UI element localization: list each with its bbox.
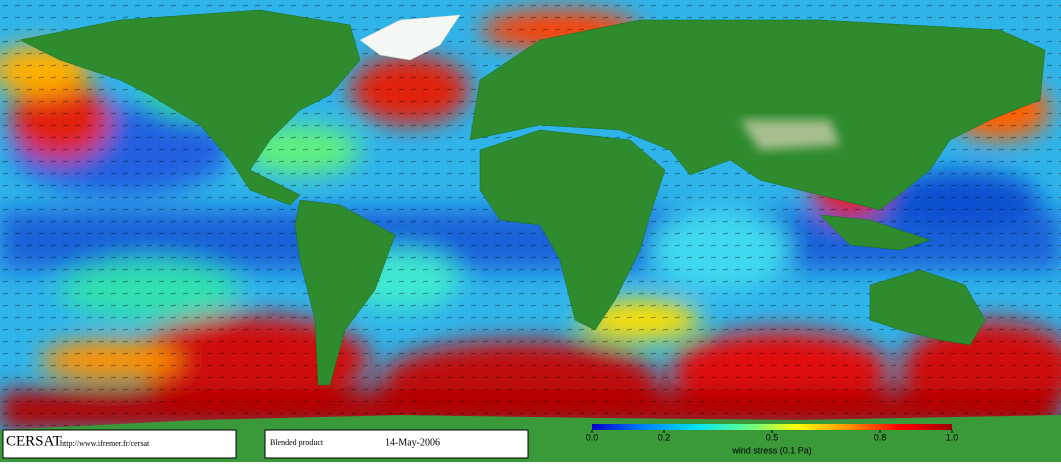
- colorbar-tick-label: 0.2: [658, 432, 671, 442]
- colorbar-label: wind stress (0.1 Pa): [731, 445, 812, 455]
- date: 14-May-2006: [385, 437, 440, 448]
- logo-box: [2, 429, 237, 459]
- product-box: [264, 429, 529, 459]
- url: http://www.ifremer.fr/cersat: [60, 439, 150, 448]
- colorbar: wind stress (0.1 Pa) 0.0 0.2 0.5 0.8 1.0: [586, 424, 959, 455]
- footer: CERSAT http://www.ifremer.fr/cersat Blen…: [2, 429, 529, 459]
- product: Blended product: [270, 438, 324, 447]
- colorbar-tick-label: 0.0: [586, 432, 599, 442]
- colorbar-tick-label: 1.0: [946, 432, 959, 442]
- colorbar-tick-label: 0.5: [766, 432, 779, 442]
- colorbar-ramp: [592, 424, 952, 430]
- logo: CERSAT: [6, 433, 62, 449]
- colorbar-tick-label: 0.8: [874, 432, 887, 442]
